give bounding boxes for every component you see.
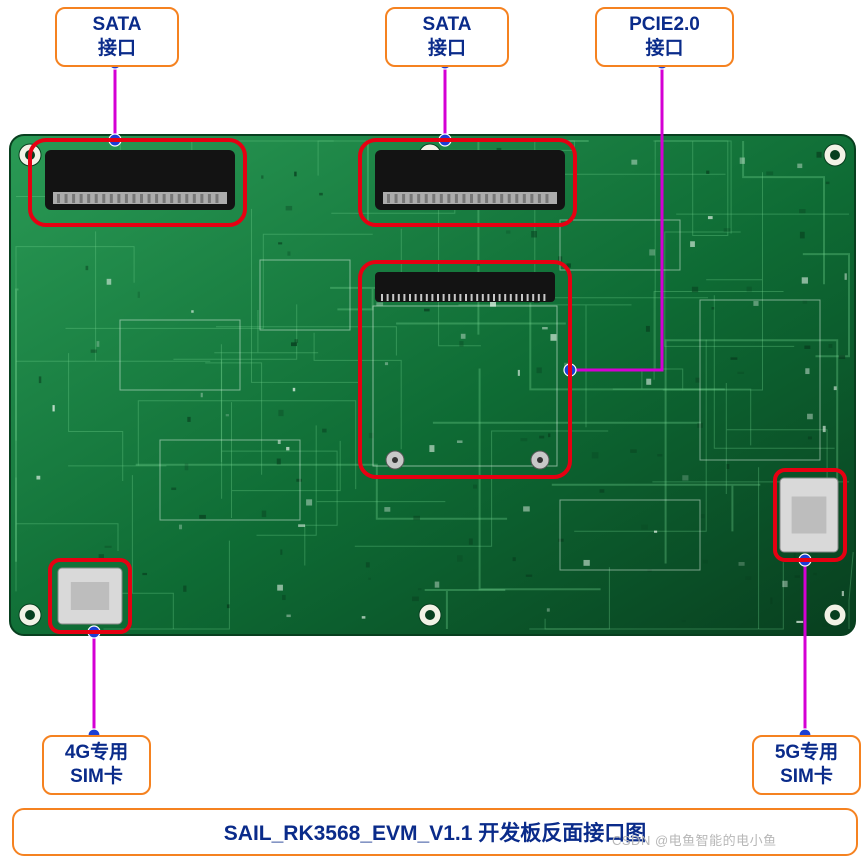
label-text: SATA — [387, 13, 507, 37]
label-sim5g: 5G专用SIM卡 — [752, 735, 861, 795]
watermark: CSDN @电鱼智能的电小鱼 — [612, 830, 777, 849]
label-text: SATA — [57, 13, 177, 37]
label-sata2: SATA接口 — [385, 7, 509, 67]
label-text: SIM卡 — [44, 765, 149, 789]
label-text: 接口 — [597, 37, 732, 61]
caption-text: SAIL_RK3568_EVM_V1.1 开发板反面接口图 — [224, 817, 646, 847]
label-text: 接口 — [57, 37, 177, 61]
label-sata1: SATA接口 — [55, 7, 179, 67]
pcb-board — [10, 135, 855, 635]
label-text: PCIE2.0 — [597, 13, 732, 37]
label-text: 4G专用 — [44, 741, 149, 765]
label-pcie: PCIE2.0接口 — [595, 7, 734, 67]
label-text: 5G专用 — [754, 741, 859, 765]
label-text: 接口 — [387, 37, 507, 61]
label-sim4g: 4G专用SIM卡 — [42, 735, 151, 795]
label-text: SIM卡 — [754, 765, 859, 789]
